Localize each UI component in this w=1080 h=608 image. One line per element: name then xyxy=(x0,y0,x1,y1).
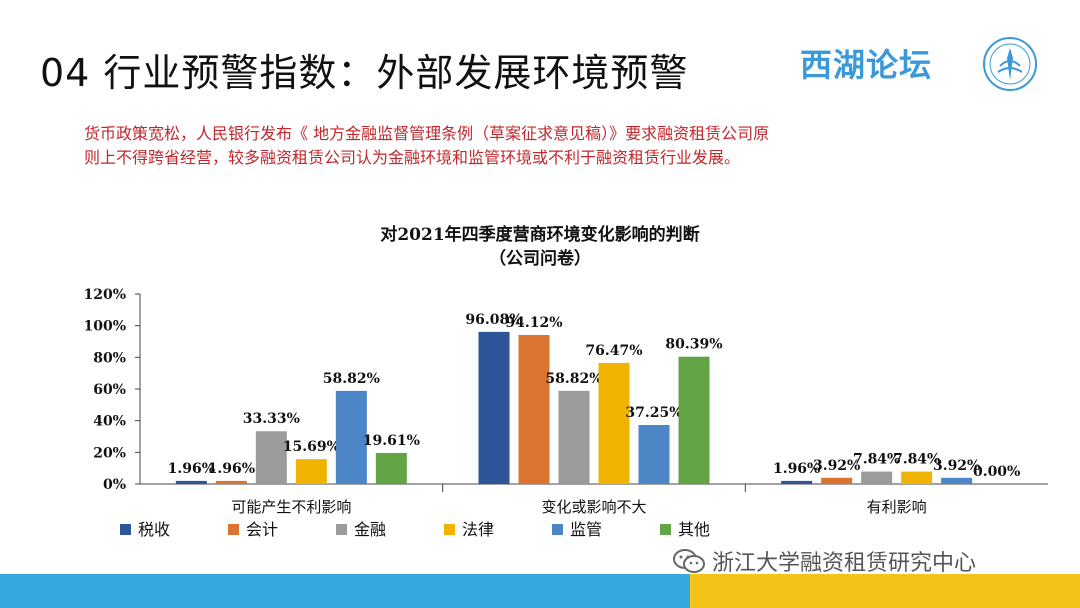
data-label: 3.92% xyxy=(933,458,980,474)
slide-title: 04 行业预警指数：外部发展环境预警 xyxy=(40,51,689,95)
data-label: 3.92% xyxy=(813,458,860,474)
bar xyxy=(215,480,247,484)
legend-label: 金融 xyxy=(354,520,386,539)
legend-label: 法律 xyxy=(462,520,494,539)
data-label: 19.61% xyxy=(363,433,420,449)
bar xyxy=(901,471,933,484)
bar xyxy=(295,459,327,484)
data-label: 33.33% xyxy=(243,411,300,427)
bar xyxy=(598,362,630,484)
legend-swatch xyxy=(660,524,671,535)
brand-title: 西湖论坛 xyxy=(800,46,933,84)
chart-title: 对2021年四季度营商环境变化影响的判断 xyxy=(380,225,700,245)
x-tick-label: 有利影响 xyxy=(867,498,927,516)
bar xyxy=(638,425,670,484)
bar xyxy=(941,477,973,484)
bar xyxy=(335,390,367,484)
legend-label: 监管 xyxy=(570,520,602,539)
legend-swatch xyxy=(120,524,131,535)
legend-swatch xyxy=(228,524,239,535)
chart-subtitle: （公司问卷） xyxy=(489,249,591,269)
legend-swatch xyxy=(336,524,347,535)
data-label: 1.96% xyxy=(168,461,215,477)
intro-text: 货币政策宽松，人民银行发布《 地方金融监督管理条例（草案征求意见稿）》要求融资租… xyxy=(84,122,1004,170)
bar xyxy=(781,480,813,484)
x-tick-label: 变化或影响不大 xyxy=(541,498,646,516)
y-tick-label: 60% xyxy=(93,382,126,398)
data-label: 7.84% xyxy=(893,452,940,468)
footer-blue-band xyxy=(0,574,690,608)
data-label: 1.96% xyxy=(208,461,255,477)
legend-label: 税收 xyxy=(138,520,170,539)
intro-line-1: 货币政策宽松，人民银行发布《 地方金融监督管理条例（草案征求意见稿）》要求融资租… xyxy=(84,124,770,143)
data-label: 94.12% xyxy=(505,315,562,331)
data-label: 0.00% xyxy=(973,464,1020,480)
intro-line-2: 则上不得跨省经营，较多融资租赁公司认为金融环境和监管环境或不利于融资租赁行业发展… xyxy=(84,148,741,167)
data-label: 7.84% xyxy=(853,452,900,468)
legend-swatch xyxy=(552,524,563,535)
data-label: 1.96% xyxy=(773,461,820,477)
footer-yellow-band xyxy=(690,574,1080,608)
data-label: 58.82% xyxy=(545,371,602,387)
bar-chart: 0%20%40%60%80%100%120%可能产生不利影响1.96%1.96%… xyxy=(83,287,1048,539)
legend-label: 其他 xyxy=(678,520,710,539)
data-label: 76.47% xyxy=(585,343,642,359)
bar xyxy=(478,331,510,484)
bar xyxy=(375,452,407,484)
data-label: 96.08% xyxy=(465,312,522,328)
y-tick-label: 80% xyxy=(93,350,126,366)
data-label: 37.25% xyxy=(625,405,682,421)
legend-swatch xyxy=(444,524,455,535)
data-label: 58.82% xyxy=(323,371,380,387)
legend-label: 会计 xyxy=(246,520,278,539)
y-tick-label: 120% xyxy=(83,287,126,303)
x-tick-label: 可能产生不利影响 xyxy=(231,498,351,516)
data-label: 15.69% xyxy=(283,439,340,455)
bar xyxy=(678,356,710,484)
bar xyxy=(175,480,207,484)
emblem-icon xyxy=(983,37,1037,91)
data-label: 80.39% xyxy=(665,337,722,353)
watermark: 浙江大学融资租赁研究中心 xyxy=(672,546,976,576)
y-tick-label: 0% xyxy=(103,477,126,493)
wechat-icon xyxy=(673,549,705,573)
bar xyxy=(518,334,550,484)
bar xyxy=(821,477,853,484)
y-tick-label: 40% xyxy=(93,414,126,430)
watermark-text: 浙江大学融资租赁研究中心 xyxy=(712,551,977,576)
bar xyxy=(255,431,287,484)
bar xyxy=(558,390,590,484)
y-tick-label: 100% xyxy=(83,319,126,335)
bar xyxy=(861,471,893,484)
y-tick-label: 20% xyxy=(93,445,126,461)
